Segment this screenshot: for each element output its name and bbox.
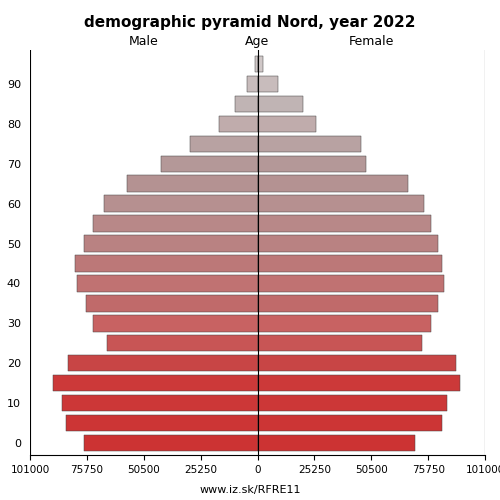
Bar xyxy=(84,435,258,451)
Bar xyxy=(190,136,258,152)
Bar xyxy=(258,275,444,291)
Bar xyxy=(219,116,258,132)
Bar xyxy=(258,295,438,312)
Bar xyxy=(258,236,438,252)
Bar xyxy=(86,295,258,312)
Bar xyxy=(104,196,258,212)
Bar xyxy=(84,236,258,252)
Bar xyxy=(258,375,460,392)
Bar xyxy=(127,176,258,192)
Bar xyxy=(78,275,258,291)
Bar xyxy=(258,56,263,72)
Text: demographic pyramid Nord, year 2022: demographic pyramid Nord, year 2022 xyxy=(84,15,416,30)
Bar xyxy=(258,216,431,232)
Bar xyxy=(235,96,258,112)
Bar xyxy=(258,355,456,372)
Bar xyxy=(106,335,258,351)
Bar xyxy=(258,116,316,132)
Bar xyxy=(68,355,258,372)
Bar xyxy=(258,395,446,411)
Bar xyxy=(62,395,258,411)
Text: Male: Male xyxy=(129,35,158,48)
Bar xyxy=(258,176,408,192)
Bar xyxy=(75,256,258,272)
Bar xyxy=(258,415,442,432)
Text: Age: Age xyxy=(246,35,270,48)
Bar xyxy=(258,196,424,212)
Bar xyxy=(52,375,258,392)
Bar xyxy=(160,156,258,172)
Text: Female: Female xyxy=(348,35,394,48)
Bar xyxy=(255,56,258,72)
Bar xyxy=(258,435,415,451)
Bar xyxy=(258,315,431,332)
Bar xyxy=(258,76,278,92)
Bar xyxy=(93,216,258,232)
Bar xyxy=(93,315,258,332)
Bar xyxy=(258,136,361,152)
Bar xyxy=(258,156,366,172)
Text: www.iz.sk/RFRE11: www.iz.sk/RFRE11 xyxy=(199,485,301,495)
Bar xyxy=(258,256,442,272)
Bar xyxy=(248,76,258,92)
Bar xyxy=(66,415,258,432)
Bar xyxy=(258,96,302,112)
Bar xyxy=(258,335,422,351)
